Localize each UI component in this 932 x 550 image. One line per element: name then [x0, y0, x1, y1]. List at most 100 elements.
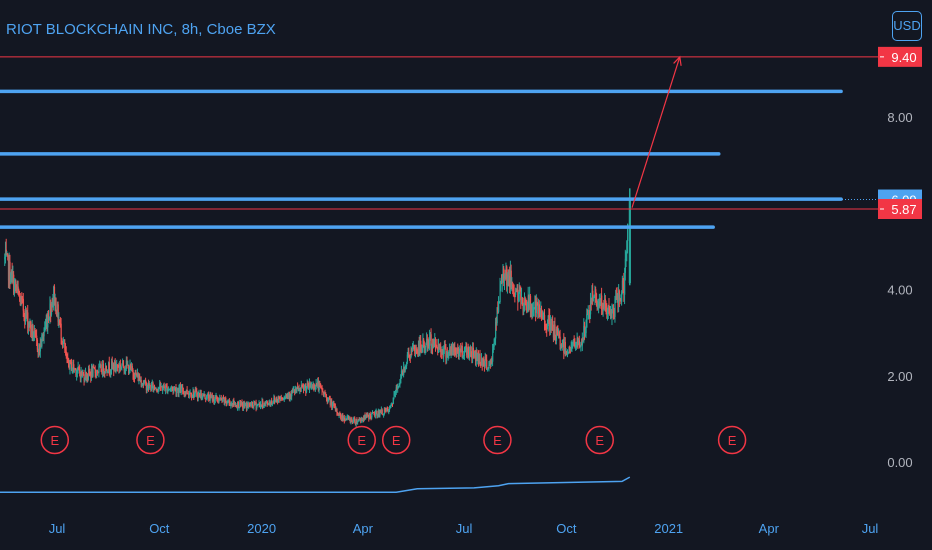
candle-body — [316, 383, 318, 386]
candle-body — [489, 363, 491, 366]
candle-body — [68, 363, 70, 370]
earnings-marker[interactable] — [347, 425, 376, 455]
candle-body — [160, 386, 162, 388]
candle-body — [122, 360, 124, 366]
earnings-marker[interactable] — [717, 425, 747, 455]
candle-body — [99, 365, 101, 367]
earnings-marker[interactable] — [40, 425, 70, 455]
candle-body — [283, 398, 285, 400]
projection-arrow-line[interactable] — [631, 56, 681, 208]
candle-body — [454, 348, 456, 352]
candle-body — [416, 350, 418, 352]
candle-body — [305, 388, 308, 393]
candle-body — [12, 274, 14, 276]
candle-body — [610, 310, 612, 318]
candle-body — [158, 388, 160, 390]
candle-body — [559, 336, 561, 346]
candle-body — [532, 309, 535, 312]
candle-body — [442, 349, 444, 357]
candle-body — [47, 318, 50, 321]
earnings-marker-label: E — [392, 433, 401, 448]
candle-body — [39, 344, 41, 352]
candle-body — [22, 298, 24, 311]
candle-body — [171, 387, 173, 389]
earnings-marker[interactable] — [381, 425, 411, 455]
candle-body — [214, 399, 216, 402]
candle-body — [257, 404, 259, 406]
candle-body — [550, 322, 552, 326]
candle-body — [182, 391, 185, 393]
candle-body — [235, 405, 237, 407]
candle-body — [308, 382, 311, 389]
candle-body — [382, 414, 384, 416]
candle-body — [347, 416, 349, 418]
candle-body — [110, 361, 113, 371]
candle-body — [162, 385, 165, 389]
candle-body — [491, 361, 493, 363]
candle-body — [352, 420, 354, 423]
candle-body — [315, 383, 317, 387]
candle-body — [369, 413, 371, 417]
candle-body — [351, 419, 353, 421]
candle-body — [148, 383, 150, 389]
candle-body — [159, 383, 162, 388]
candle-body — [50, 303, 52, 315]
candle-body — [291, 390, 293, 397]
candle-body — [191, 396, 193, 398]
candle-body — [604, 298, 606, 308]
candle-body — [469, 346, 472, 352]
candle-body — [547, 315, 549, 327]
candle-body — [15, 281, 17, 289]
candle-body — [136, 373, 139, 377]
earnings-marker[interactable] — [136, 425, 165, 455]
candle-body — [266, 401, 268, 404]
y-tick-label: 4.00 — [887, 283, 912, 298]
earnings-marker[interactable] — [483, 425, 512, 455]
candle-body — [244, 404, 246, 407]
candle-body — [256, 404, 258, 409]
candle-body — [6, 253, 8, 255]
candle-body — [500, 281, 502, 285]
candle-body — [184, 391, 186, 395]
candle-body — [148, 385, 151, 389]
candle-body — [368, 415, 370, 419]
candle-body — [281, 397, 283, 400]
candle-body — [30, 321, 32, 330]
candle-body — [274, 398, 276, 402]
candle-body — [588, 311, 590, 313]
candle-body — [117, 366, 119, 368]
candle-body — [189, 392, 191, 394]
candle-body — [522, 297, 524, 308]
candle-body — [297, 388, 300, 390]
candle-body — [104, 371, 106, 373]
candle-body — [227, 402, 229, 404]
candle-body — [439, 346, 441, 349]
candle-body — [240, 402, 242, 405]
candle-body — [164, 387, 166, 391]
candle-body — [215, 395, 217, 398]
candle-body — [67, 358, 70, 364]
candle-body — [592, 290, 594, 298]
candle-body — [371, 413, 373, 418]
candle-body — [106, 370, 108, 373]
candle-body — [337, 413, 340, 416]
candle-body — [366, 414, 368, 416]
candle-body — [33, 330, 36, 338]
candle-body — [254, 402, 257, 405]
candle-body — [521, 297, 523, 299]
candle-body — [332, 403, 334, 405]
candle-body — [134, 372, 136, 379]
earnings-marker[interactable] — [585, 425, 614, 455]
indicator-line — [0, 476, 631, 493]
candle-body — [608, 306, 610, 314]
drawing-lines-layer[interactable] — [0, 55, 878, 229]
currency-button[interactable]: USD — [892, 11, 922, 41]
candle-body — [93, 367, 96, 370]
candle-body — [125, 360, 128, 369]
candle-body — [421, 348, 423, 350]
candle-body — [423, 345, 426, 349]
candle-body — [252, 405, 254, 407]
candle-body — [480, 358, 483, 364]
